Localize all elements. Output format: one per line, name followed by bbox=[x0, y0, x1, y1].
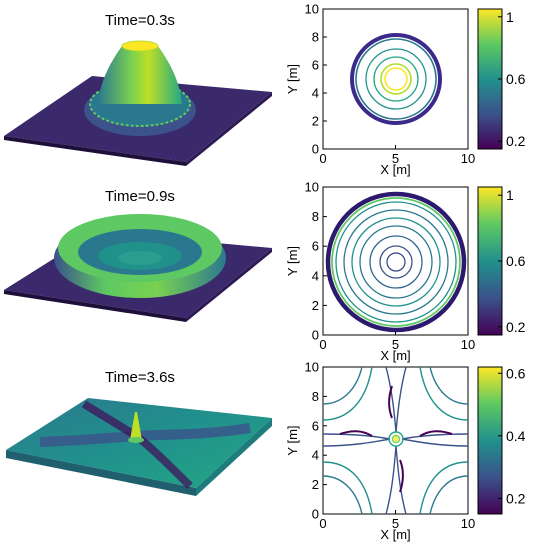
y-tick-label-3-1: 2 bbox=[312, 477, 319, 492]
surface-title-3: Time=3.6s bbox=[105, 369, 175, 386]
contour-axes-2 bbox=[322, 186, 469, 336]
x-tick-label-1-0: 0 bbox=[319, 151, 326, 166]
y-tick-label-1-3: 6 bbox=[312, 58, 319, 73]
y-tick-label-1-1: 2 bbox=[312, 114, 319, 129]
x-tick-label-3-1: 5 bbox=[392, 516, 399, 531]
surface-plot-2: Time=0.9s bbox=[4, 188, 272, 322]
x-tick-label-3-2: 10 bbox=[461, 516, 475, 531]
colorbar-tick-label-3-0: 0.6 bbox=[506, 365, 526, 381]
colorbar-tick-label-3-1: 0.4 bbox=[506, 428, 526, 444]
contour-lines-1 bbox=[350, 33, 442, 125]
y-tick-label-2-3: 6 bbox=[312, 239, 319, 254]
colorbar-tick-label-2-0: 1 bbox=[506, 187, 514, 203]
y-tick-label-1-4: 8 bbox=[312, 30, 319, 45]
y-tick-label-3-5: 10 bbox=[305, 360, 319, 375]
colorbar-tick-label-2-1: 0.6 bbox=[506, 253, 526, 269]
y-tick-label-2-2: 4 bbox=[312, 268, 319, 283]
y-axis-label-1: Y [m] bbox=[285, 64, 300, 94]
y-tick-label-2-4: 8 bbox=[312, 209, 319, 224]
colorbar-3 bbox=[477, 366, 503, 515]
colorbar-tick-label-1-1: 0.6 bbox=[506, 71, 526, 87]
y-tick-label-2-5: 10 bbox=[305, 180, 319, 195]
y-tick-label-1-2: 4 bbox=[312, 86, 319, 101]
contour-axes-1 bbox=[322, 8, 469, 150]
y-axis-label-2: Y [m] bbox=[285, 246, 300, 276]
y-tick-label-2-1: 2 bbox=[312, 298, 319, 313]
contour-lines-3 bbox=[322, 366, 469, 515]
surface-title-1: Time=0.3s bbox=[105, 12, 175, 29]
surface-bump-dome-1 bbox=[98, 41, 182, 104]
colorbar-tick-label-2-2: 0.2 bbox=[506, 319, 526, 335]
y-tick-label-1-5: 10 bbox=[305, 2, 319, 17]
y-tick-label-3-0: 0 bbox=[312, 507, 319, 522]
x-axis-label-2: X [m] bbox=[380, 348, 410, 363]
y-tick-label-2-0: 0 bbox=[312, 328, 319, 343]
y-tick-label-3-3: 6 bbox=[312, 418, 319, 433]
x-tick-label-1-2: 10 bbox=[461, 151, 475, 166]
surface-title-2: Time=0.9s bbox=[105, 188, 175, 205]
surface-plot-1: Time=0.3s bbox=[4, 12, 272, 166]
y-axis-label-3: Y [m] bbox=[285, 425, 300, 455]
y-tick-label-3-4: 8 bbox=[312, 389, 319, 404]
x-tick-label-2-1: 5 bbox=[392, 337, 399, 352]
x-tick-label-3-0: 0 bbox=[319, 516, 326, 531]
x-axis-label-3: X [m] bbox=[380, 527, 410, 542]
colorbar-tick-label-1-0: 1 bbox=[506, 9, 514, 25]
y-tick-label-3-2: 4 bbox=[312, 448, 319, 463]
y-tick-label-1-0: 0 bbox=[312, 142, 319, 157]
surface-spike-3 bbox=[130, 412, 142, 440]
x-tick-label-1-1: 5 bbox=[392, 151, 399, 166]
x-axis-label-1: X [m] bbox=[380, 162, 410, 177]
contour-lines-2 bbox=[325, 191, 467, 333]
x-tick-label-2-0: 0 bbox=[319, 337, 326, 352]
surface-plot-3: Time=3.6s bbox=[6, 369, 272, 496]
x-tick-label-2-2: 10 bbox=[461, 337, 475, 352]
colorbar-annotations: 1 0.6 0.2 1 0.6 0.2 0.6 0.4 0.2 bbox=[498, 9, 526, 506]
colorbar-tick-label-3-2: 0.2 bbox=[506, 490, 526, 506]
colorbar-tick-label-1-2: 0.2 bbox=[506, 133, 526, 149]
contour-axes-3 bbox=[322, 366, 469, 515]
